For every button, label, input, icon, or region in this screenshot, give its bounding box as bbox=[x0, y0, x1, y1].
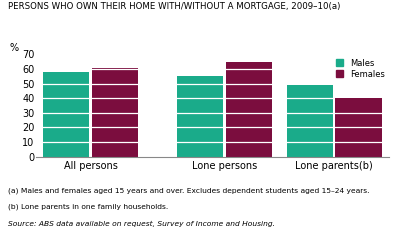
Text: (b) Lone parents in one family households.: (b) Lone parents in one family household… bbox=[8, 203, 168, 210]
Bar bbox=[177, 76, 224, 157]
Bar bbox=[226, 62, 272, 157]
Bar bbox=[92, 68, 138, 157]
Legend: Males, Females: Males, Females bbox=[336, 59, 385, 79]
Y-axis label: %: % bbox=[10, 43, 19, 53]
Bar bbox=[335, 98, 382, 157]
Text: (a) Males and females aged 15 years and over. Excludes dependent students aged 1: (a) Males and females aged 15 years and … bbox=[8, 187, 370, 194]
Text: Source: ABS data available on request, Survey of Income and Housing.: Source: ABS data available on request, S… bbox=[8, 221, 275, 227]
Text: PERSONS WHO OWN THEIR HOME WITH/WITHOUT A MORTGAGE, 2009–10(a): PERSONS WHO OWN THEIR HOME WITH/WITHOUT … bbox=[8, 2, 340, 11]
Bar bbox=[43, 72, 89, 157]
Bar bbox=[287, 85, 333, 157]
